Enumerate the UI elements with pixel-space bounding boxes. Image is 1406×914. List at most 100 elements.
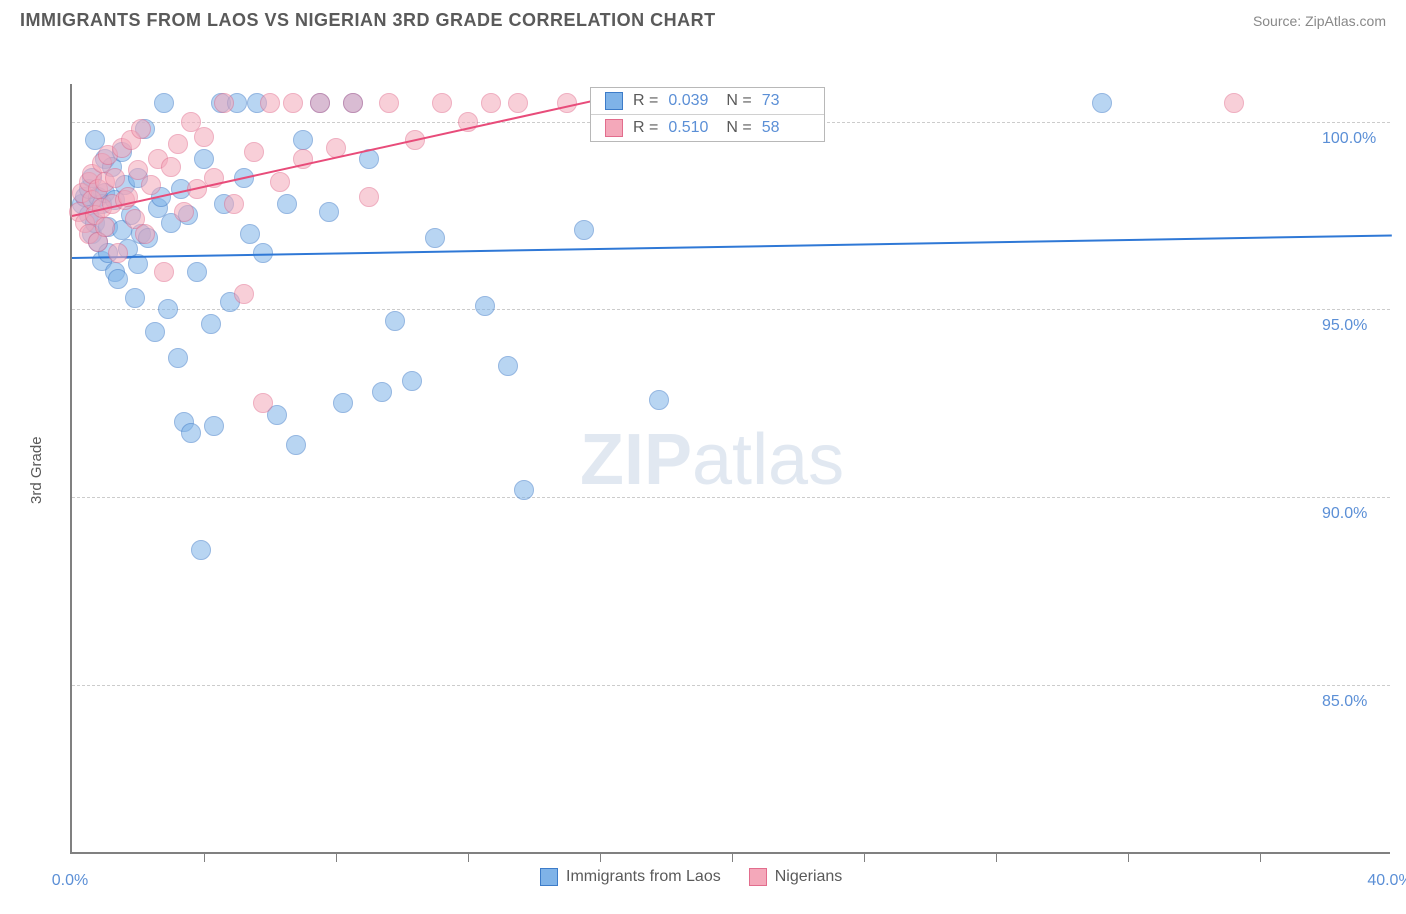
- grid-line: [72, 309, 1390, 310]
- data-point: [141, 175, 161, 195]
- chart-source: Source: ZipAtlas.com: [1253, 13, 1386, 29]
- source-name: ZipAtlas.com: [1305, 13, 1386, 29]
- series-legend: Immigrants from Laos Nigerians: [540, 868, 842, 886]
- data-point: [181, 423, 201, 443]
- data-point: [432, 93, 452, 113]
- data-point: [343, 93, 363, 113]
- x-tick: [336, 852, 337, 862]
- x-tick-label: 0.0%: [52, 872, 88, 890]
- data-point: [310, 93, 330, 113]
- chart-container: 85.0%90.0%95.0%100.0%0.0%40.0%3rd GradeZ…: [20, 39, 1390, 914]
- data-point: [481, 93, 501, 113]
- legend-swatch: [605, 119, 623, 137]
- x-tick: [864, 852, 865, 862]
- legend-swatch: [749, 868, 767, 886]
- legend-r-label: R =: [633, 92, 658, 110]
- data-point: [187, 262, 207, 282]
- data-point: [154, 262, 174, 282]
- data-point: [475, 296, 495, 316]
- x-tick: [468, 852, 469, 862]
- legend-r-value: 0.039: [668, 92, 716, 110]
- y-tick-label: 95.0%: [1322, 317, 1367, 335]
- legend-r-value: 0.510: [668, 119, 716, 137]
- stats-legend-row: R = 0.039 N = 73: [591, 88, 824, 115]
- data-point: [105, 168, 125, 188]
- data-point: [1224, 93, 1244, 113]
- stats-legend-row: R = 0.510 N = 58: [591, 115, 824, 141]
- data-point: [1092, 93, 1112, 113]
- data-point: [385, 311, 405, 331]
- data-point: [508, 93, 528, 113]
- data-point: [574, 220, 594, 240]
- data-point: [194, 127, 214, 147]
- legend-swatch: [540, 868, 558, 886]
- x-tick: [1128, 852, 1129, 862]
- data-point: [224, 194, 244, 214]
- data-point: [293, 130, 313, 150]
- data-point: [161, 157, 181, 177]
- data-point: [204, 416, 224, 436]
- data-point: [286, 435, 306, 455]
- y-tick-label: 100.0%: [1322, 130, 1376, 148]
- legend-n-label: N =: [726, 119, 751, 137]
- x-tick: [732, 852, 733, 862]
- data-point: [154, 93, 174, 113]
- data-point: [95, 217, 115, 237]
- data-point: [191, 540, 211, 560]
- data-point: [168, 348, 188, 368]
- data-point: [108, 243, 128, 263]
- data-point: [359, 187, 379, 207]
- data-point: [234, 284, 254, 304]
- x-tick: [600, 852, 601, 862]
- y-axis-label: 3rd Grade: [28, 436, 45, 504]
- chart-title: IMMIGRANTS FROM LAOS VS NIGERIAN 3RD GRA…: [20, 10, 716, 31]
- data-point: [253, 393, 273, 413]
- series-legend-item: Nigerians: [749, 868, 843, 886]
- data-point: [514, 480, 534, 500]
- data-point: [402, 371, 422, 391]
- data-point: [244, 142, 264, 162]
- x-tick: [996, 852, 997, 862]
- grid-line: [72, 685, 1390, 686]
- x-tick: [1260, 852, 1261, 862]
- data-point: [168, 134, 188, 154]
- data-point: [194, 149, 214, 169]
- grid-line: [72, 497, 1390, 498]
- data-point: [649, 390, 669, 410]
- legend-n-value: 73: [762, 92, 810, 110]
- series-legend-label: Nigerians: [775, 868, 843, 886]
- plot-area: 85.0% 90.0% 95.0% 100.0%: [70, 84, 1390, 854]
- legend-swatch: [605, 92, 623, 110]
- data-point: [283, 93, 303, 113]
- data-point: [174, 202, 194, 222]
- x-tick-label: 40.0%: [1367, 872, 1406, 890]
- data-point: [557, 93, 577, 113]
- data-point: [214, 93, 234, 113]
- data-point: [270, 172, 290, 192]
- data-point: [201, 314, 221, 334]
- stats-legend: R = 0.039 N = 73 R = 0.510 N = 58: [590, 87, 825, 142]
- data-point: [108, 269, 128, 289]
- chart-header: IMMIGRANTS FROM LAOS VS NIGERIAN 3RD GRA…: [0, 0, 1406, 39]
- data-point: [158, 299, 178, 319]
- data-point: [498, 356, 518, 376]
- data-point: [260, 93, 280, 113]
- data-point: [379, 93, 399, 113]
- y-tick-label: 85.0%: [1322, 693, 1367, 711]
- data-point: [319, 202, 339, 222]
- data-point: [135, 224, 155, 244]
- y-tick-label: 90.0%: [1322, 505, 1367, 523]
- data-point: [145, 322, 165, 342]
- series-legend-item: Immigrants from Laos: [540, 868, 721, 886]
- legend-n-value: 58: [762, 119, 810, 137]
- data-point: [277, 194, 297, 214]
- series-legend-label: Immigrants from Laos: [566, 868, 721, 886]
- data-point: [240, 224, 260, 244]
- data-point: [131, 119, 151, 139]
- legend-n-label: N =: [726, 92, 751, 110]
- data-point: [372, 382, 392, 402]
- data-point: [125, 288, 145, 308]
- legend-r-label: R =: [633, 119, 658, 137]
- source-prefix: Source:: [1253, 13, 1305, 29]
- data-point: [425, 228, 445, 248]
